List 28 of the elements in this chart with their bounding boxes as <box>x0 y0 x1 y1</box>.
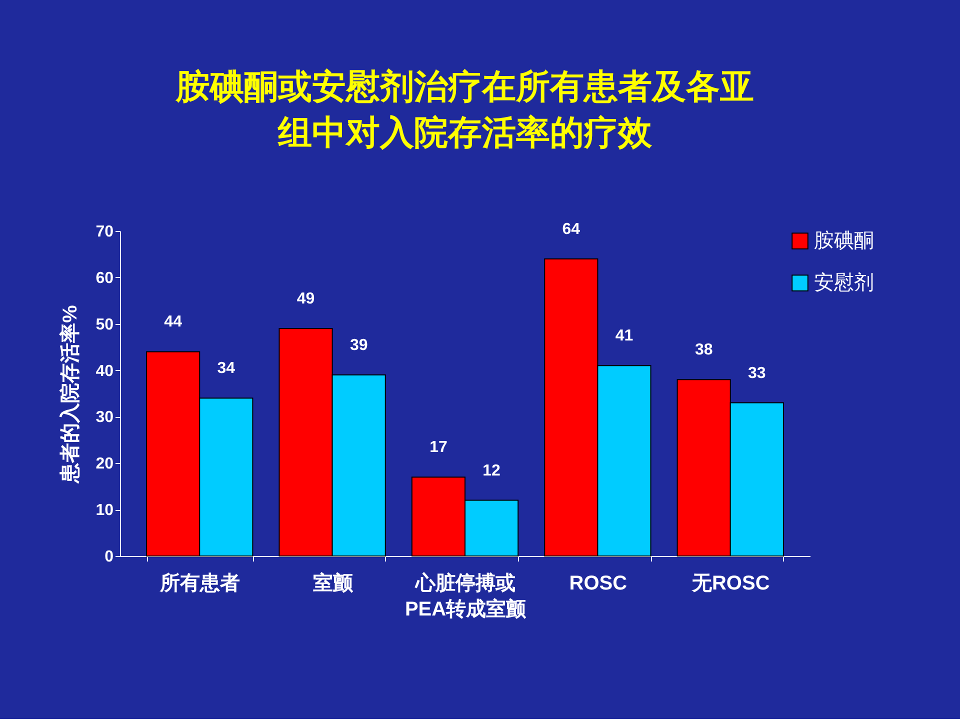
data-label: 64 <box>562 220 580 238</box>
legend-label: 胺碘酮 <box>814 230 874 252</box>
text: 胺碘酮或安慰剂治疗在所有患者及各亚 <box>176 68 754 106</box>
y-axis-title: 患者的入院存活率% <box>58 304 82 484</box>
data-label: 41 <box>615 328 634 345</box>
data-label: 38 <box>694 342 713 359</box>
x-tick-label: 所有患者 <box>159 572 240 594</box>
y-tick-label: 0 <box>104 548 114 566</box>
y-tick-label: 60 <box>96 270 114 287</box>
y-tick-label: 30 <box>96 409 114 426</box>
x-tick-label: 室颤 <box>312 572 354 594</box>
data-label: 34 <box>217 360 236 378</box>
data-label: 44 <box>164 314 182 331</box>
data-label: 33 <box>748 364 766 382</box>
x-tick-label: 无ROSC <box>690 572 770 594</box>
y-tick-label: 50 <box>96 316 114 334</box>
y-tick-label: 70 <box>96 224 114 240</box>
data-label: 49 <box>296 290 315 308</box>
legend-label: 安慰剂 <box>814 272 874 294</box>
y-tick-label: 20 <box>96 456 114 473</box>
data-label: 39 <box>350 336 368 354</box>
y-tick-label: 10 <box>96 502 114 520</box>
x-tick-label: 心脏停搏或 PEA转成室颤 <box>404 572 528 620</box>
x-tick-label: ROSC <box>569 572 628 594</box>
text: 组中对入院存活率的疗效 <box>278 114 652 152</box>
data-label: 17 <box>430 439 448 456</box>
y-tick-label: 40 <box>96 362 114 380</box>
data-label: 12 <box>482 462 501 480</box>
